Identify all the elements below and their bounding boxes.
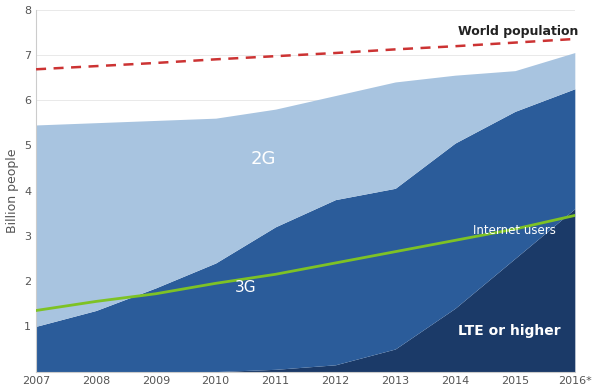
Text: World population: World population (458, 25, 578, 38)
Text: 2G: 2G (251, 150, 276, 168)
Text: 3G: 3G (235, 280, 256, 295)
Text: LTE or higher: LTE or higher (458, 324, 560, 338)
Y-axis label: Billion people: Billion people (5, 148, 19, 233)
Text: Internet users: Internet users (473, 224, 556, 237)
